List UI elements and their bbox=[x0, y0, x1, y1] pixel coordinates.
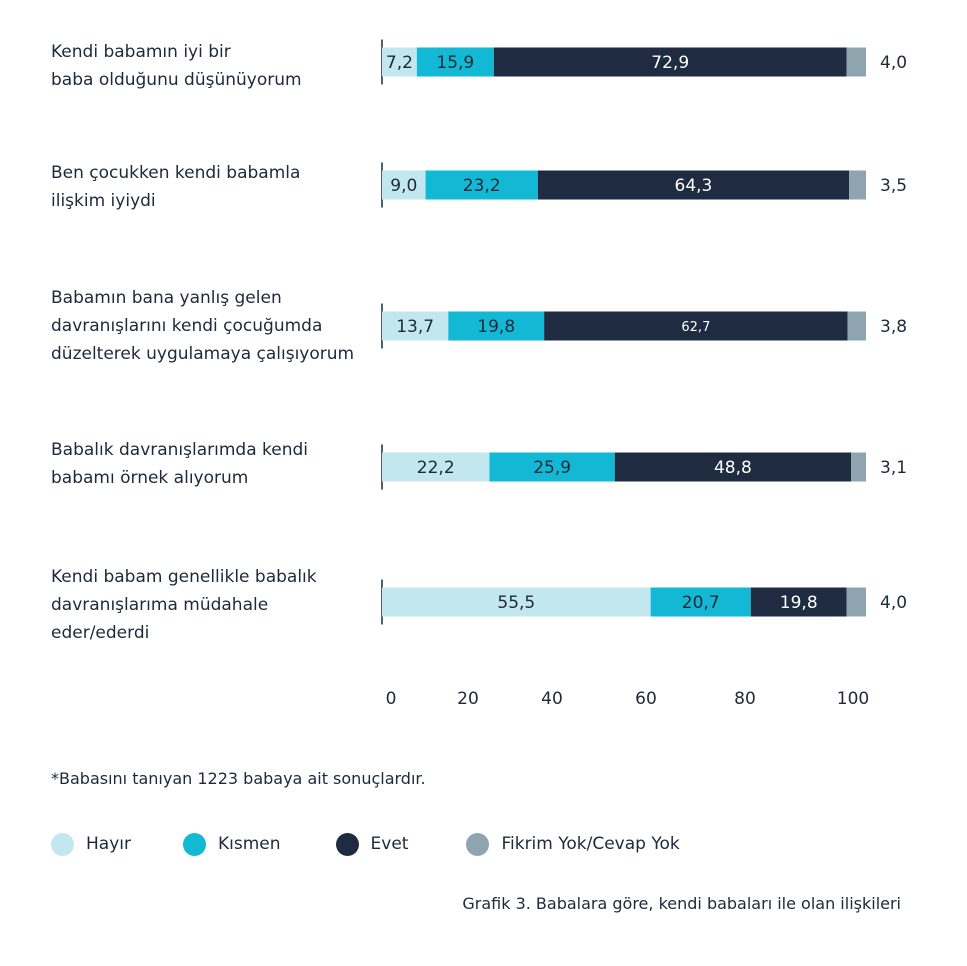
data-label: 19,8 bbox=[780, 593, 818, 613]
legend-label-fikrim-yok: Fikrim Yok/Cevap Yok bbox=[501, 834, 680, 854]
data-label: 48,8 bbox=[714, 458, 752, 478]
legend-swatch-hayir bbox=[51, 832, 74, 856]
data-label: 4,0 bbox=[880, 593, 907, 613]
figure-caption: Grafik 3. Babalara göre, kendi babaları … bbox=[462, 894, 901, 913]
category-label: Babamın bana yanlış gelen bbox=[51, 288, 282, 308]
category-label: babamı örnek alıyorum bbox=[51, 468, 248, 488]
legend-label-evet: Evet bbox=[370, 834, 409, 854]
data-label: 3,8 bbox=[880, 317, 907, 337]
x-tick-label: 100 bbox=[837, 689, 869, 709]
data-label: 55,5 bbox=[497, 593, 535, 613]
legend-label-hayir: Hayır bbox=[86, 834, 131, 854]
category-label: baba olduğunu düşünüyorum bbox=[51, 70, 302, 90]
category-label: davranışlarıma müdahale bbox=[51, 595, 268, 615]
category-label: düzelterek uygulamaya çalışıyorum bbox=[51, 344, 354, 364]
bar-segment bbox=[425, 170, 538, 200]
x-tick-label: 0 bbox=[386, 689, 397, 709]
data-label: 19,8 bbox=[477, 317, 515, 337]
data-label: 22,2 bbox=[417, 458, 455, 478]
legend-item-evet: Evet bbox=[335, 832, 409, 856]
bar-segment bbox=[489, 452, 615, 482]
bar-segment bbox=[382, 587, 651, 617]
x-tick-label: 20 bbox=[457, 689, 479, 709]
legend-item-hayir: Hayır bbox=[51, 832, 131, 856]
legend-label-kismen: Kısmen bbox=[217, 834, 281, 854]
bar-segment bbox=[382, 311, 449, 341]
bar-segment bbox=[650, 587, 751, 617]
legend-swatch-evet bbox=[335, 832, 359, 856]
bar-segment bbox=[850, 452, 866, 482]
chart-legend: Hayır Kısmen Evet Fikrim Yok/Cevap Yok bbox=[51, 832, 732, 856]
data-label: 15,9 bbox=[436, 53, 474, 73]
category-label: ilişkim iyiydi bbox=[51, 191, 156, 211]
footnote: *Babasını tanıyan 1223 babaya ait sonuçl… bbox=[51, 769, 426, 788]
bar-segment bbox=[382, 452, 490, 482]
bar-segment bbox=[544, 311, 848, 341]
data-label: 13,7 bbox=[396, 317, 434, 337]
bar-segment bbox=[847, 311, 866, 341]
data-label: 20,7 bbox=[682, 593, 720, 613]
bar-segment bbox=[846, 587, 866, 617]
data-label: 62,7 bbox=[681, 320, 710, 335]
data-label: 64,3 bbox=[675, 176, 713, 196]
bar-segment bbox=[448, 311, 545, 341]
data-label: 3,5 bbox=[880, 176, 907, 196]
data-label: 25,9 bbox=[533, 458, 571, 478]
bar-segment bbox=[849, 170, 866, 200]
x-tick-label: 60 bbox=[635, 689, 657, 709]
data-label: 4,0 bbox=[880, 53, 907, 73]
bar-segment bbox=[537, 170, 850, 200]
bar-segment bbox=[750, 587, 847, 617]
category-label: Ben çocukken kendi babamla bbox=[51, 163, 300, 183]
bar-segment bbox=[493, 47, 847, 77]
data-label: 3,1 bbox=[880, 458, 907, 478]
data-label: 9,0 bbox=[390, 176, 417, 196]
legend-swatch-fikrim-yok bbox=[466, 832, 490, 856]
category-label: Babalık davranışlarımda kendi bbox=[51, 440, 308, 460]
category-label: Kendi babam genellikle babalık bbox=[51, 567, 317, 587]
data-label: 7,2 bbox=[386, 53, 413, 73]
x-tick-label: 40 bbox=[541, 689, 563, 709]
bar-segment bbox=[846, 47, 866, 77]
bar-segment bbox=[614, 452, 851, 482]
category-label: davranışlarını kendi çocuğumda bbox=[51, 316, 322, 336]
x-tick-label: 80 bbox=[734, 689, 756, 709]
data-label: 23,2 bbox=[463, 176, 501, 196]
legend-item-fikrim-yok: Fikrim Yok/Cevap Yok bbox=[466, 832, 680, 856]
bar-segment bbox=[416, 47, 494, 77]
bar-segment bbox=[382, 170, 426, 200]
legend-item-kismen: Kısmen bbox=[182, 832, 281, 856]
stacked-bar-chart: Kendi babamın iyi bir baba olduğunu düşün… bbox=[51, 39, 907, 709]
legend-swatch-kismen bbox=[182, 832, 206, 856]
data-label: 72,9 bbox=[651, 53, 689, 73]
category-label: Kendi babamın iyi bir bbox=[51, 42, 231, 62]
bar-segment bbox=[382, 47, 417, 77]
category-label: eder/ederdi bbox=[51, 623, 149, 643]
